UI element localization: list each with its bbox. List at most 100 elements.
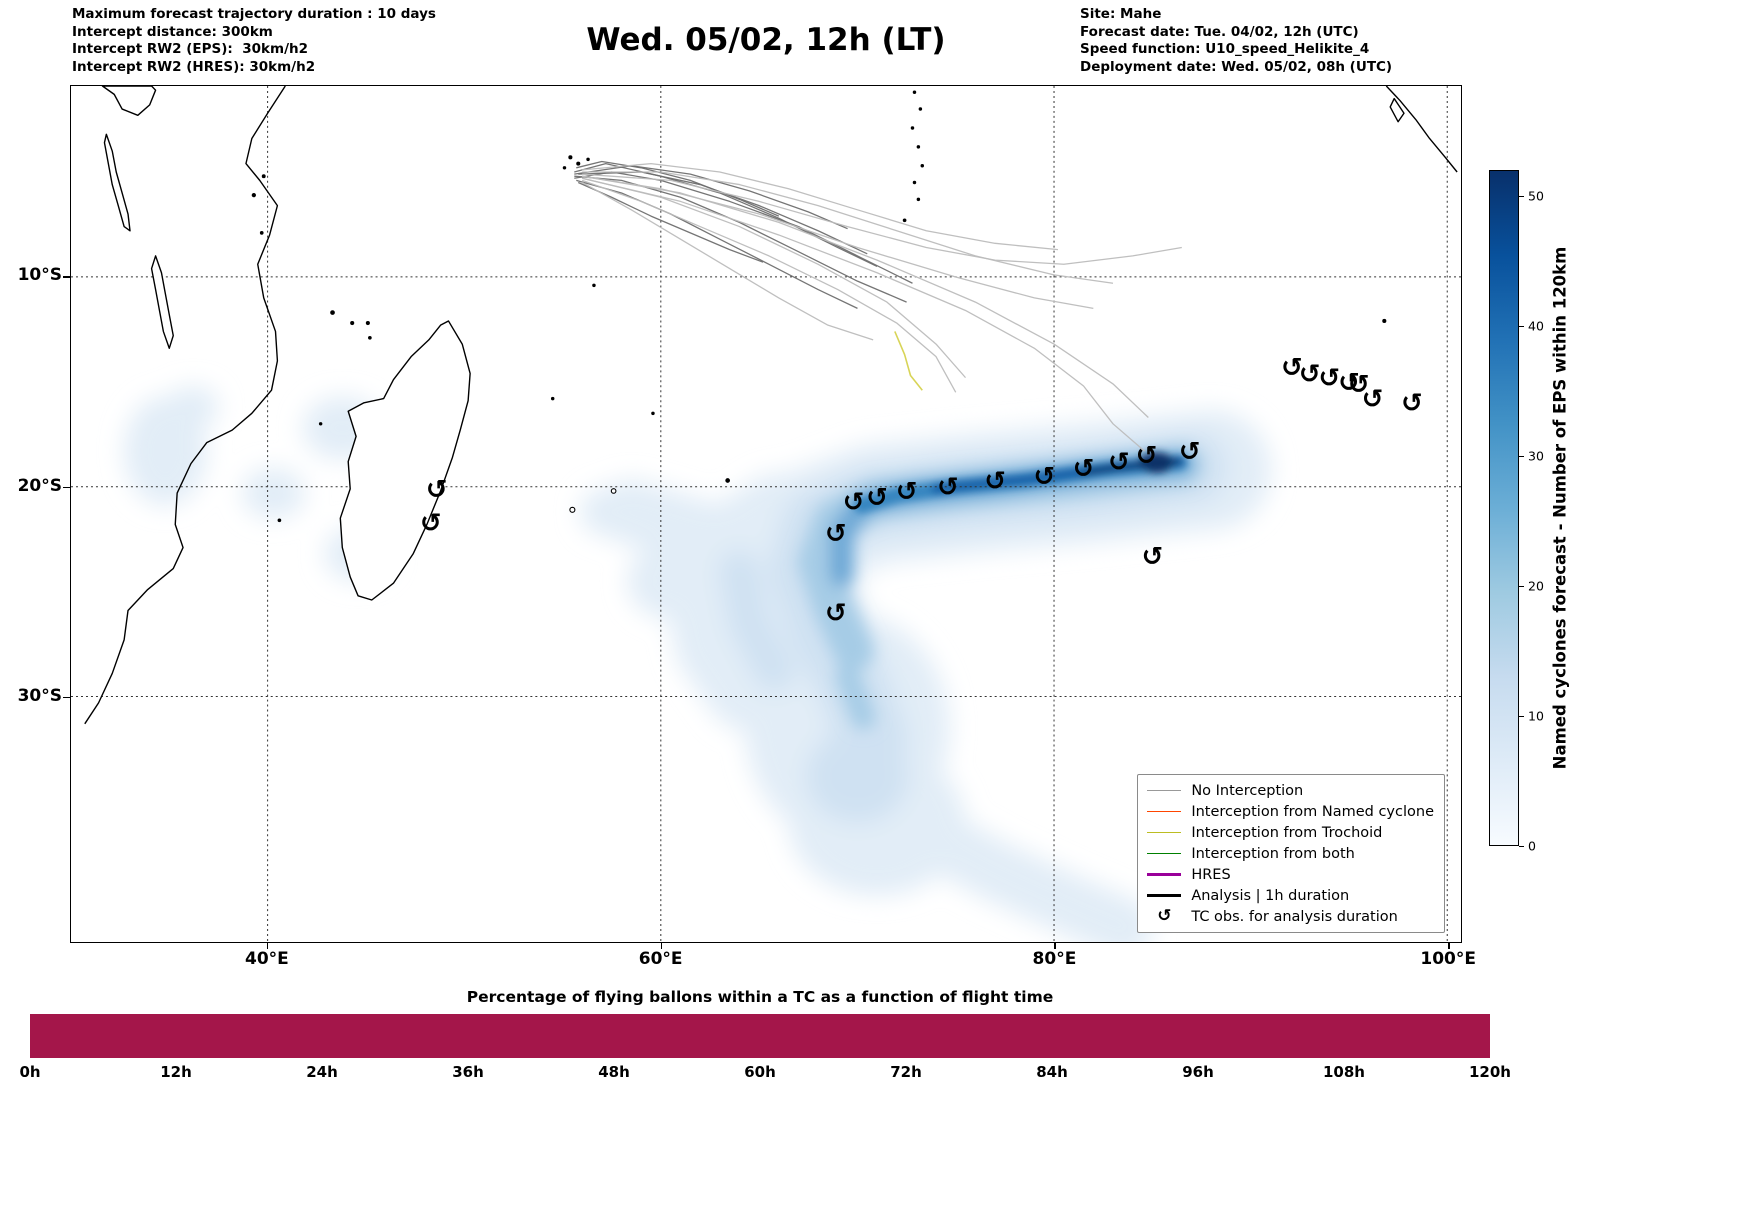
colorbar-tick-mark bbox=[1519, 586, 1524, 588]
coast-lake-malawi bbox=[150, 255, 174, 349]
legend-item-5: Analysis | 1h duration bbox=[1146, 885, 1434, 906]
tc-obs-marker: ↺ bbox=[1362, 385, 1384, 415]
legend-line bbox=[1147, 873, 1182, 876]
trajectory-trochoid bbox=[894, 331, 923, 391]
colorbar-tick-label: 50 bbox=[1528, 188, 1544, 204]
info-speed-function: Speed function: U10_speed_Helikite_4 bbox=[1080, 41, 1370, 57]
tc-obs-marker: ↺ bbox=[1136, 441, 1158, 471]
x-tick-label: 60°E bbox=[638, 949, 683, 969]
colorbar-gradient bbox=[1489, 170, 1519, 846]
trajectory-light bbox=[582, 177, 967, 379]
param-intercept-rw2-eps: Intercept RW2 (EPS): 30km/h2 bbox=[72, 41, 308, 57]
figure-title: Wed. 05/02, 12h (LT) bbox=[586, 22, 946, 58]
island bbox=[902, 218, 907, 223]
info-site: Site: Mahe bbox=[1080, 6, 1162, 22]
island bbox=[330, 310, 335, 315]
density-region bbox=[167, 385, 219, 428]
tc-obs-marker: ↺ bbox=[1179, 437, 1201, 467]
colorbar-tick-label: 10 bbox=[1528, 708, 1544, 724]
density-region bbox=[580, 486, 644, 538]
tc-obs-glyph: ↺ bbox=[1157, 906, 1172, 926]
coast-lake-tanganyika bbox=[103, 133, 131, 232]
tc-obs-marker: ↺ bbox=[426, 475, 448, 505]
tc-obs-marker: ↺ bbox=[1073, 454, 1095, 484]
density-region bbox=[1138, 452, 1174, 474]
tc-obs-marker: ↺ bbox=[937, 473, 959, 503]
balloon-chart-tick-label: 24h bbox=[306, 1063, 338, 1081]
legend-item-3: Interception from both bbox=[1146, 843, 1434, 864]
coast-africa bbox=[84, 86, 286, 725]
island bbox=[910, 126, 915, 130]
tc-obs-marker: ↺ bbox=[825, 599, 847, 629]
legend-line-sample bbox=[1146, 853, 1182, 854]
colorbar-tick-label: 0 bbox=[1528, 838, 1536, 854]
island bbox=[920, 163, 925, 168]
island bbox=[912, 180, 917, 185]
map-legend: No Interception Interception from Named c… bbox=[1137, 774, 1445, 933]
island bbox=[592, 283, 596, 288]
trajectory-light bbox=[582, 177, 1145, 452]
coast-nias-island bbox=[1389, 97, 1405, 123]
legend-line bbox=[1147, 790, 1182, 791]
x-tick-label: 40°E bbox=[244, 949, 289, 969]
island bbox=[259, 231, 264, 235]
trajectory-light bbox=[581, 179, 957, 393]
legend-line-sample bbox=[1146, 811, 1182, 812]
y-tick-label: 20°S bbox=[17, 475, 62, 496]
balloon-chart-tick-label: 96h bbox=[1182, 1063, 1214, 1081]
tc-obs-marker: ↺ bbox=[1141, 542, 1163, 572]
param-intercept-rw2-hres: Intercept RW2 (HRES): 30km/h2 bbox=[72, 58, 316, 75]
trajectory-light bbox=[582, 171, 1114, 284]
legend-line-sample bbox=[1146, 873, 1182, 876]
island bbox=[550, 396, 555, 401]
legend-label: HRES bbox=[1191, 866, 1231, 883]
legend-line-sample bbox=[1146, 894, 1182, 897]
trajectory-dark bbox=[578, 171, 868, 255]
legend-label: Analysis | 1h duration bbox=[1191, 887, 1350, 904]
trajectory-light bbox=[582, 162, 1059, 251]
tc-obs-marker: ↺ bbox=[1108, 448, 1130, 478]
legend-label: No Interception bbox=[1191, 782, 1304, 799]
site-info-block: Site: Mahe Forecast date: Tue. 04/02, 12… bbox=[1080, 6, 1392, 76]
island bbox=[251, 193, 256, 198]
tc-obs-marker: ↺ bbox=[984, 466, 1006, 496]
island bbox=[365, 321, 370, 326]
island bbox=[350, 321, 355, 326]
legend-item-4: HRES bbox=[1146, 864, 1434, 885]
tc-obs-marker: ↺ bbox=[1033, 462, 1055, 492]
colorbar-tick-mark bbox=[1519, 716, 1524, 718]
y-tick-label: 30°S bbox=[17, 685, 62, 706]
colorbar-tick-mark bbox=[1519, 846, 1524, 848]
tc-obs-marker: ↺ bbox=[1401, 389, 1423, 419]
legend-line-sample bbox=[1146, 832, 1182, 833]
y-tick-mark bbox=[63, 486, 70, 489]
trajectory-light bbox=[582, 175, 1094, 310]
tc-obs-marker-icon: ↺ bbox=[1146, 908, 1182, 925]
colorbar-tick-label: 20 bbox=[1528, 578, 1544, 594]
tc-obs-marker: ↺ bbox=[866, 483, 888, 513]
legend-item-2: Interception from Trochoid bbox=[1146, 822, 1434, 843]
island bbox=[569, 506, 576, 513]
balloon-chart-tick-label: 60h bbox=[744, 1063, 776, 1081]
balloon-chart-tick-label: 48h bbox=[598, 1063, 630, 1081]
colorbar-tick-label: 30 bbox=[1528, 448, 1544, 464]
balloon-chart-tick-label: 108h bbox=[1323, 1063, 1365, 1081]
colorbar-tick-label: 40 bbox=[1528, 318, 1544, 334]
map-panel: ↺ ↺ ↺ ↺ ↺ ↺ ↺ ↺ ↺ ↺ ↺ ↺ ↺ ↺ ↺ ↺ ↺ ↺ ↺ ↺ ↺ ↺ No Interception In… bbox=[70, 85, 1462, 943]
colorbar-tick-mark bbox=[1519, 196, 1524, 198]
x-tick-mark bbox=[1054, 943, 1056, 949]
tc-obs-marker: ↺ bbox=[1338, 368, 1360, 398]
trajectory-dark bbox=[574, 162, 878, 268]
island bbox=[576, 161, 581, 166]
density-region bbox=[598, 479, 763, 574]
param-intercept-distance: Intercept distance: 300km bbox=[72, 23, 273, 40]
balloon-chart-bar bbox=[30, 1014, 1490, 1058]
legend-item-6: ↺ TC obs. for analysis duration bbox=[1146, 906, 1434, 927]
colorbar-label: Named cyclones forecast - Number of EPS … bbox=[1550, 246, 1570, 770]
legend-line bbox=[1147, 853, 1182, 854]
trajectory-light bbox=[582, 175, 1149, 418]
info-forecast-date: Forecast date: Tue. 04/02, 12h (UTC) bbox=[1080, 23, 1359, 40]
legend-item-1: Interception from Named cyclone bbox=[1146, 801, 1434, 822]
island bbox=[368, 335, 372, 340]
